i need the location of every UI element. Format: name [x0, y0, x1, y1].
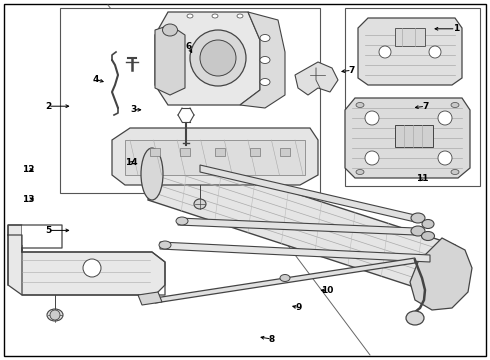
Text: 10: 10 — [321, 287, 334, 295]
Ellipse shape — [280, 274, 290, 282]
Ellipse shape — [451, 103, 459, 108]
Circle shape — [379, 46, 391, 58]
Bar — [60, 8, 320, 193]
Ellipse shape — [422, 220, 434, 229]
Ellipse shape — [260, 35, 270, 41]
Bar — [345, 8, 480, 186]
Text: 13: 13 — [22, 195, 35, 204]
Ellipse shape — [451, 170, 459, 175]
Ellipse shape — [176, 217, 188, 225]
Bar — [180, 148, 190, 156]
Polygon shape — [240, 12, 285, 108]
Text: 8: 8 — [269, 335, 275, 343]
Text: 11: 11 — [416, 174, 429, 183]
Bar — [215, 148, 225, 156]
Ellipse shape — [47, 309, 63, 321]
Bar — [250, 148, 260, 156]
Bar — [395, 125, 433, 147]
Ellipse shape — [411, 213, 425, 223]
Text: 7: 7 — [348, 66, 355, 75]
Text: 3: 3 — [130, 105, 136, 114]
Text: 2: 2 — [45, 102, 51, 111]
Polygon shape — [295, 62, 338, 95]
Circle shape — [365, 151, 379, 165]
Text: 5: 5 — [45, 226, 51, 235]
Text: 4: 4 — [92, 75, 99, 84]
Bar — [395, 28, 425, 46]
Circle shape — [200, 40, 236, 76]
Polygon shape — [345, 98, 470, 178]
Circle shape — [365, 111, 379, 125]
Ellipse shape — [141, 148, 163, 200]
Text: 12: 12 — [22, 166, 35, 175]
Ellipse shape — [260, 57, 270, 63]
Ellipse shape — [187, 14, 193, 18]
Polygon shape — [8, 225, 62, 245]
Polygon shape — [148, 148, 455, 298]
Ellipse shape — [406, 311, 424, 325]
Ellipse shape — [356, 170, 364, 175]
Polygon shape — [410, 238, 472, 310]
Ellipse shape — [163, 24, 177, 36]
Polygon shape — [200, 165, 415, 222]
Polygon shape — [155, 258, 415, 303]
Text: 9: 9 — [295, 303, 302, 312]
Text: 7: 7 — [422, 102, 429, 111]
Polygon shape — [155, 25, 185, 95]
Polygon shape — [178, 218, 415, 235]
Ellipse shape — [194, 199, 206, 209]
Polygon shape — [160, 242, 430, 262]
Circle shape — [438, 111, 452, 125]
Bar — [280, 148, 290, 156]
Polygon shape — [358, 18, 462, 85]
Polygon shape — [138, 292, 162, 305]
Text: 14: 14 — [125, 158, 138, 167]
Circle shape — [83, 259, 101, 277]
Ellipse shape — [411, 226, 425, 236]
Circle shape — [438, 151, 452, 165]
Bar — [125, 140, 305, 175]
Ellipse shape — [237, 14, 243, 18]
Circle shape — [50, 310, 60, 320]
Polygon shape — [155, 12, 260, 105]
Ellipse shape — [421, 231, 435, 240]
Text: 6: 6 — [186, 42, 192, 51]
Ellipse shape — [159, 241, 171, 249]
Polygon shape — [112, 128, 318, 185]
Text: 1: 1 — [453, 24, 459, 33]
Polygon shape — [8, 225, 165, 295]
Ellipse shape — [260, 78, 270, 86]
Bar — [150, 148, 160, 156]
Circle shape — [190, 30, 246, 86]
Ellipse shape — [356, 103, 364, 108]
Circle shape — [429, 46, 441, 58]
Ellipse shape — [212, 14, 218, 18]
